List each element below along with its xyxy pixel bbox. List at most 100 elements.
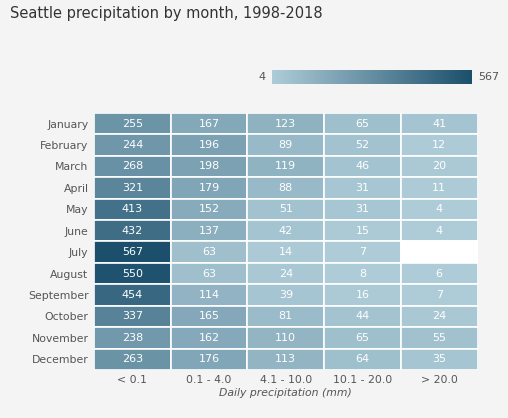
Text: 4: 4 (435, 204, 443, 214)
Bar (401, 134, 478, 155)
Bar (324, 327, 401, 349)
Text: Seattle precipitation by month, 1998-2018: Seattle precipitation by month, 1998-201… (10, 6, 323, 21)
Text: 63: 63 (202, 247, 216, 257)
Text: 550: 550 (122, 268, 143, 278)
Bar (171, 306, 247, 327)
Text: 88: 88 (278, 183, 293, 193)
Text: 167: 167 (199, 119, 219, 129)
Bar (401, 327, 478, 349)
Text: 432: 432 (122, 226, 143, 236)
Bar (247, 199, 324, 220)
Bar (324, 306, 401, 327)
Bar (171, 113, 247, 134)
Text: 15: 15 (356, 226, 369, 236)
Text: 7: 7 (359, 247, 366, 257)
Bar (401, 155, 478, 177)
Bar (94, 177, 171, 199)
Bar (247, 155, 324, 177)
Bar (94, 349, 171, 370)
Text: 51: 51 (279, 204, 293, 214)
Bar (247, 306, 324, 327)
Bar (247, 241, 324, 263)
Text: 321: 321 (122, 183, 143, 193)
Text: 198: 198 (199, 161, 219, 171)
Text: 162: 162 (199, 333, 219, 343)
Text: 119: 119 (275, 161, 296, 171)
Text: 11: 11 (432, 183, 446, 193)
Bar (171, 327, 247, 349)
Text: 41: 41 (432, 119, 446, 129)
Text: 268: 268 (122, 161, 143, 171)
Text: 337: 337 (122, 311, 143, 321)
Text: 31: 31 (356, 204, 369, 214)
Text: 137: 137 (199, 226, 219, 236)
Bar (171, 134, 247, 155)
Text: 255: 255 (122, 119, 143, 129)
Bar (324, 349, 401, 370)
Text: 454: 454 (122, 290, 143, 300)
Text: 52: 52 (356, 140, 369, 150)
Text: 4: 4 (435, 226, 443, 236)
Text: 6: 6 (436, 268, 442, 278)
Bar (94, 155, 171, 177)
Bar (324, 134, 401, 155)
Text: 14: 14 (279, 247, 293, 257)
Bar (171, 155, 247, 177)
Text: 24: 24 (278, 268, 293, 278)
Bar (401, 306, 478, 327)
Text: 35: 35 (432, 354, 446, 364)
Text: 4: 4 (259, 72, 266, 82)
Bar (324, 284, 401, 306)
Bar (94, 306, 171, 327)
Text: 114: 114 (199, 290, 219, 300)
Text: 7: 7 (435, 290, 443, 300)
Text: 8: 8 (359, 268, 366, 278)
Text: 567: 567 (122, 247, 143, 257)
Bar (94, 263, 171, 284)
Text: 152: 152 (199, 204, 219, 214)
Bar (247, 134, 324, 155)
Bar (401, 220, 478, 242)
Text: 263: 263 (122, 354, 143, 364)
Text: 165: 165 (199, 311, 219, 321)
Bar (171, 177, 247, 199)
Text: 196: 196 (199, 140, 219, 150)
Bar (401, 113, 478, 134)
Bar (401, 349, 478, 370)
Text: 244: 244 (121, 140, 143, 150)
Text: 55: 55 (432, 333, 446, 343)
Bar (247, 349, 324, 370)
Bar (401, 284, 478, 306)
Text: 110: 110 (275, 333, 296, 343)
Text: 12: 12 (432, 140, 446, 150)
Text: 65: 65 (356, 119, 369, 129)
Bar (247, 177, 324, 199)
Text: 44: 44 (355, 311, 370, 321)
Bar (94, 327, 171, 349)
Bar (324, 177, 401, 199)
Text: 176: 176 (199, 354, 219, 364)
Text: 413: 413 (122, 204, 143, 214)
Bar (94, 134, 171, 155)
Text: 16: 16 (356, 290, 369, 300)
Bar (94, 220, 171, 242)
Bar (171, 263, 247, 284)
Text: 123: 123 (275, 119, 296, 129)
Bar (324, 241, 401, 263)
Text: 81: 81 (279, 311, 293, 321)
Text: 39: 39 (279, 290, 293, 300)
Bar (247, 284, 324, 306)
Bar (171, 284, 247, 306)
Bar (247, 113, 324, 134)
Bar (401, 241, 478, 263)
Bar (324, 113, 401, 134)
Bar (324, 199, 401, 220)
Bar (94, 241, 171, 263)
Text: 42: 42 (278, 226, 293, 236)
X-axis label: Daily precipitation (mm): Daily precipitation (mm) (219, 388, 352, 398)
Text: 179: 179 (199, 183, 219, 193)
Bar (94, 284, 171, 306)
Bar (247, 327, 324, 349)
Text: 238: 238 (122, 333, 143, 343)
Bar (324, 220, 401, 242)
